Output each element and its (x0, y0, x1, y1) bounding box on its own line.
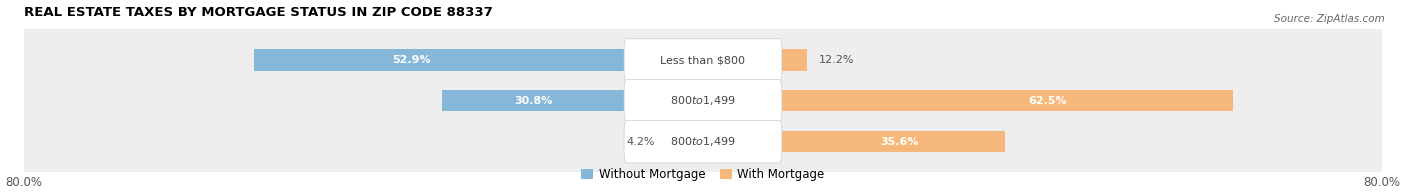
Text: Less than $800: Less than $800 (661, 55, 745, 65)
FancyBboxPatch shape (624, 39, 782, 81)
Text: 30.8%: 30.8% (515, 96, 553, 106)
Bar (668, 131, 703, 152)
Bar (703, 90, 1233, 112)
FancyBboxPatch shape (15, 107, 1391, 177)
Text: 52.9%: 52.9% (392, 55, 430, 65)
Text: REAL ESTATE TAXES BY MORTGAGE STATUS IN ZIP CODE 88337: REAL ESTATE TAXES BY MORTGAGE STATUS IN … (24, 5, 494, 19)
Bar (703, 50, 807, 71)
Text: $800 to $1,499: $800 to $1,499 (671, 94, 735, 107)
Text: 4.2%: 4.2% (626, 137, 655, 147)
FancyBboxPatch shape (15, 25, 1391, 95)
Text: 35.6%: 35.6% (880, 137, 918, 147)
FancyBboxPatch shape (624, 120, 782, 163)
FancyBboxPatch shape (15, 66, 1391, 136)
Legend: Without Mortgage, With Mortgage: Without Mortgage, With Mortgage (579, 166, 827, 183)
Text: $800 to $1,499: $800 to $1,499 (671, 135, 735, 148)
Text: 62.5%: 62.5% (1028, 96, 1067, 106)
Bar (703, 131, 1005, 152)
FancyBboxPatch shape (624, 80, 782, 122)
Bar (254, 50, 703, 71)
Text: 12.2%: 12.2% (820, 55, 855, 65)
Text: Source: ZipAtlas.com: Source: ZipAtlas.com (1274, 14, 1385, 24)
Bar (441, 90, 703, 112)
